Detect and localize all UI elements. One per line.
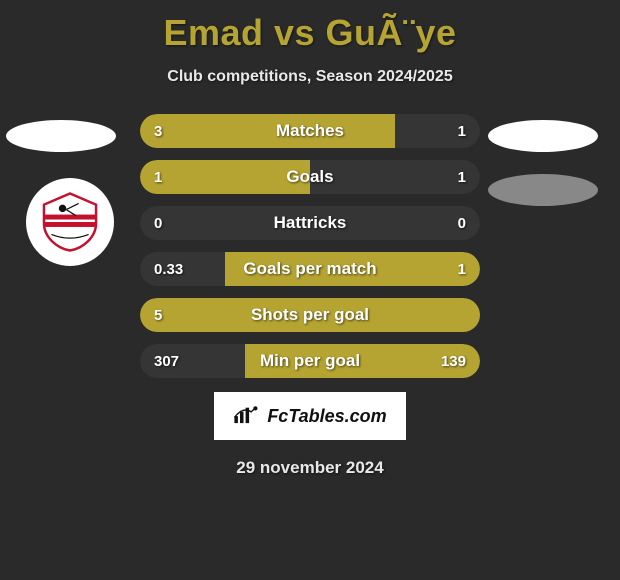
stat-label: Matches [140, 121, 480, 141]
subtitle: Club competitions, Season 2024/2025 [0, 68, 620, 86]
stat-label: Min per goal [140, 351, 480, 371]
stat-label: Hattricks [140, 213, 480, 233]
stat-bar: 31Matches [140, 114, 480, 148]
stat-label: Goals per match [140, 259, 480, 279]
stat-label: Shots per goal [140, 305, 480, 325]
stat-bar: 11Goals [140, 160, 480, 194]
page-title: Emad vs GuÃ¨ye [0, 0, 620, 54]
stat-label: Goals [140, 167, 480, 187]
player2-badge-placeholder [488, 120, 598, 152]
brand-label: FcTables.com [267, 406, 386, 427]
stat-bar: 0.331Goals per match [140, 252, 480, 286]
stat-bar: 5Shots per goal [140, 298, 480, 332]
stat-bar: 00Hattricks [140, 206, 480, 240]
player1-club-logo [26, 178, 114, 266]
player1-badge-placeholder [6, 120, 116, 152]
stat-bar: 307139Min per goal [140, 344, 480, 378]
fctables-logo-icon [233, 403, 261, 430]
player2-club-placeholder [488, 174, 598, 206]
brand-badge: FcTables.com [214, 392, 406, 440]
date-text: 29 november 2024 [0, 458, 620, 478]
zamalek-crest-icon [39, 191, 101, 253]
